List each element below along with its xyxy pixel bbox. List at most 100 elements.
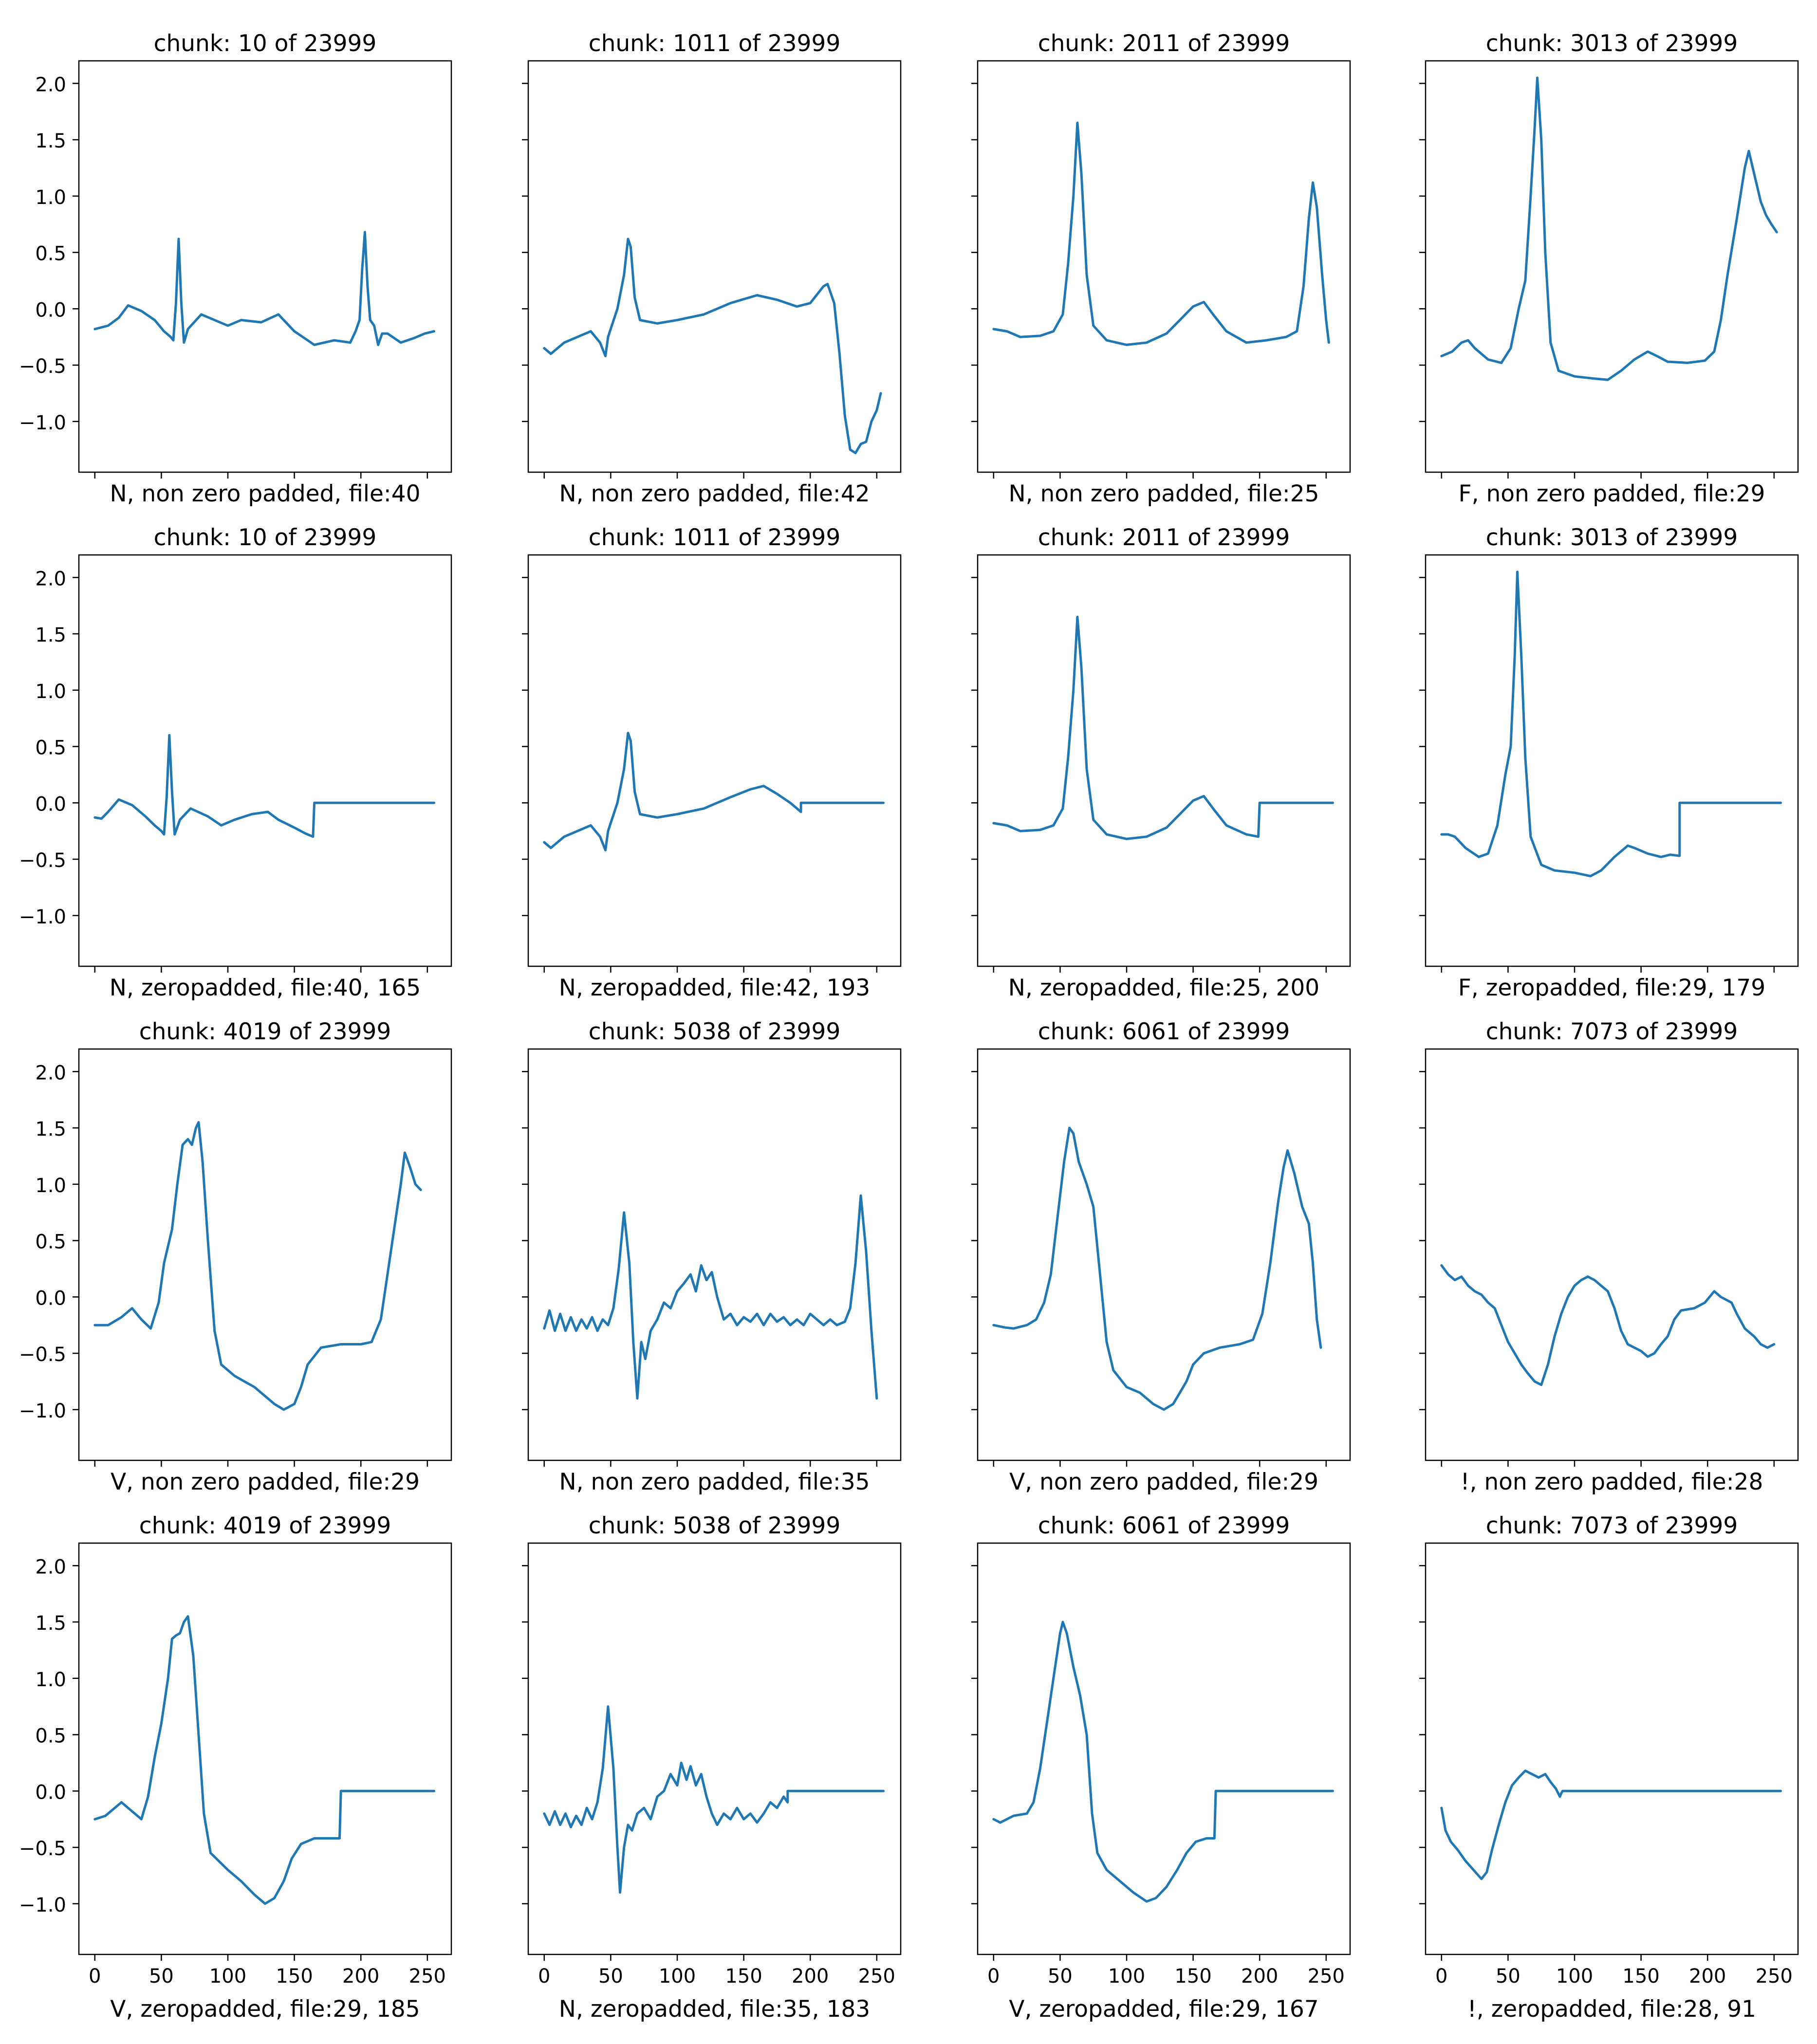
subplot-title: chunk: 1011 of 23999 — [589, 30, 841, 57]
subplot-9: chunk: 4019 of 23999 2.0 1.5 1.0 0.5 0.0 −1.0 −… — [19, 1018, 452, 1495]
axes-frame — [1425, 1048, 1799, 1461]
subplot-title: chunk: 4019 of 23999 — [139, 1512, 391, 1539]
subplot-12: chunk: 7073 of 23999 !, non zero padded, … — [1419, 1018, 1799, 1495]
subplot-title: chunk: 1011 of 23999 — [589, 524, 841, 551]
x-tick-label: 0 — [987, 1965, 1000, 1988]
subplot-xlabel: N, non zero padded, file:40 — [110, 480, 420, 507]
ecg-trace-line — [93, 1121, 422, 1411]
y-tick-label: 2.0 — [35, 1556, 66, 1578]
ecg-trace-line — [93, 231, 435, 346]
y-tick-label: 2.0 — [35, 568, 66, 590]
axes-frame — [1425, 60, 1799, 473]
y-tick-label: 1.5 — [35, 624, 66, 646]
y-tick-label: 0.0 — [35, 1287, 66, 1309]
ecg-trace-line — [93, 1615, 435, 1905]
y-tick-label: 1.0 — [35, 1669, 66, 1691]
x-tick-label: 50 — [1048, 1965, 1073, 1988]
axes-frame — [527, 554, 902, 967]
y-tick-label: −0.5 — [19, 849, 66, 872]
subplot-7: chunk: 2011 of 23999 N, zeropadded, file:… — [971, 524, 1351, 1001]
x-tick-label: 0 — [89, 1965, 101, 1988]
x-tick-label: 50 — [149, 1965, 174, 1988]
subplot-xlabel: N, non zero padded, file:42 — [559, 480, 870, 507]
subplot-title: chunk: 3013 of 23999 — [1486, 524, 1738, 551]
y-tick-label: 1.5 — [35, 130, 66, 152]
axes-frame — [977, 60, 1351, 473]
ecg-trace-line — [992, 121, 1330, 346]
ecg-trace-line — [93, 734, 435, 838]
y-tick-label: −1.0 — [19, 1894, 66, 1916]
subplot-title: chunk: 7073 of 23999 — [1486, 1512, 1738, 1539]
subplot-xlabel: V, zeropadded, file:29, 185 — [110, 1996, 420, 2023]
axes-frame — [78, 60, 452, 473]
y-tick-label: 0.0 — [35, 1781, 66, 1804]
subplot-6: chunk: 1011 of 23999 N, zeropadded, file:… — [522, 524, 902, 1001]
x-tick-label: 200 — [1241, 1965, 1278, 1988]
y-tick-label: −0.5 — [19, 1344, 66, 1366]
x-tick-label: 200 — [342, 1965, 379, 1988]
x-tick-label: 0 — [538, 1965, 550, 1988]
subplot-title: chunk: 4019 of 23999 — [139, 1018, 391, 1045]
subplot-title: chunk: 2011 of 23999 — [1038, 30, 1290, 57]
subplot-title: chunk: 5038 of 23999 — [589, 1512, 841, 1539]
subplot-title: chunk: 10 of 23999 — [154, 524, 377, 551]
y-tick-label: 1.0 — [35, 681, 66, 703]
y-tick-label: 0.0 — [35, 299, 66, 321]
subplot-2: chunk: 1011 of 23999 N, non zero padded, … — [522, 30, 902, 507]
x-tick-label: 250 — [858, 1965, 895, 1988]
x-tick-label: 200 — [792, 1965, 829, 1988]
axes-frame — [78, 554, 452, 967]
subplot-title: chunk: 10 of 23999 — [154, 30, 377, 57]
axes-frame — [78, 1048, 452, 1461]
y-tick-label: 1.0 — [35, 186, 66, 209]
subplot-title: chunk: 7073 of 23999 — [1486, 1018, 1738, 1045]
x-tick-label: 150 — [725, 1965, 762, 1988]
subplot-3: chunk: 2011 of 23999 N, non zero padded, … — [971, 30, 1351, 507]
x-tick-label: 100 — [659, 1965, 696, 1988]
subplot-8: chunk: 3013 of 23999 F, zeropadded, file:… — [1419, 524, 1799, 1001]
subplot-xlabel: N, zeropadded, file:40, 165 — [110, 975, 421, 1001]
axes-frame — [527, 1542, 902, 1955]
axes-frame — [977, 554, 1351, 967]
subplot-xlabel: V, zeropadded, file:29, 167 — [1009, 1996, 1318, 2023]
subplot-10: chunk: 5038 of 23999 N, non zero padded, … — [522, 1018, 902, 1495]
y-tick-label: 1.5 — [35, 1612, 66, 1635]
ecg-trace-line — [1440, 1769, 1782, 1880]
subplot-xlabel: N, non zero padded, file:25 — [1008, 480, 1319, 507]
ecg-trace-line — [543, 1194, 878, 1400]
subplot-5: chunk: 10 of 23999 2.0 1.5 1.0 0.5 0.0 −1.0 −0.… — [19, 524, 452, 1001]
subplot-11: chunk: 6061 of 23999 V, non zero padded, … — [971, 1018, 1351, 1495]
subplot-1: chunk: 10 of 23999 2.0 1.5 1.0 0.5 0.0 −1.0 −0.… — [19, 30, 452, 507]
subplot-14: chunk: 5038 of 23999 0 50 100 150 200 250 N, ze… — [522, 1512, 902, 2023]
y-tick-label: 1.5 — [35, 1118, 66, 1141]
y-tick-label: 2.0 — [35, 1062, 66, 1084]
y-tick-label: 0.5 — [35, 1231, 66, 1253]
ecg-trace-line — [1440, 1264, 1776, 1386]
subplot-title: chunk: 3013 of 23999 — [1486, 30, 1738, 57]
x-tick-label: 50 — [598, 1965, 623, 1988]
x-tick-label: 150 — [276, 1965, 313, 1988]
axes-frame — [527, 60, 902, 473]
subplot-13: chunk: 4019 of 23999 2.0 1.5 1.0 0.5 0.0 −1.0 −… — [19, 1512, 452, 2023]
y-tick-label: 0.5 — [35, 243, 66, 265]
y-tick-label: −1.0 — [19, 412, 66, 434]
subplot-title: chunk: 6061 of 23999 — [1038, 1512, 1290, 1539]
subplot-xlabel: F, zeropadded, file:29, 179 — [1458, 975, 1765, 1001]
subplot-xlabel: !, non zero padded, file:28 — [1461, 1469, 1763, 1495]
y-tick-label: 2.0 — [35, 74, 66, 96]
subplot-xlabel: N, zeropadded, file:25, 200 — [1008, 975, 1319, 1001]
ecg-trace-line — [992, 1620, 1334, 1903]
ecg-trace-line — [543, 238, 882, 455]
y-tick-label: −1.0 — [19, 1400, 66, 1422]
subplot-xlabel: F, non zero padded, file:29 — [1459, 480, 1765, 507]
subplot-title: chunk: 5038 of 23999 — [589, 1018, 841, 1045]
subplot-xlabel: V, non zero padded, file:29 — [111, 1469, 420, 1495]
axes-frame — [977, 1542, 1351, 1955]
subplot-title: chunk: 2011 of 23999 — [1038, 524, 1290, 551]
x-tick-label: 50 — [1496, 1965, 1520, 1988]
subplot-xlabel: N, zeropadded, file:42, 193 — [559, 975, 870, 1001]
x-tick-label: 100 — [1556, 1965, 1593, 1988]
y-tick-label: −0.5 — [19, 1838, 66, 1860]
axes-frame — [1425, 1542, 1799, 1955]
